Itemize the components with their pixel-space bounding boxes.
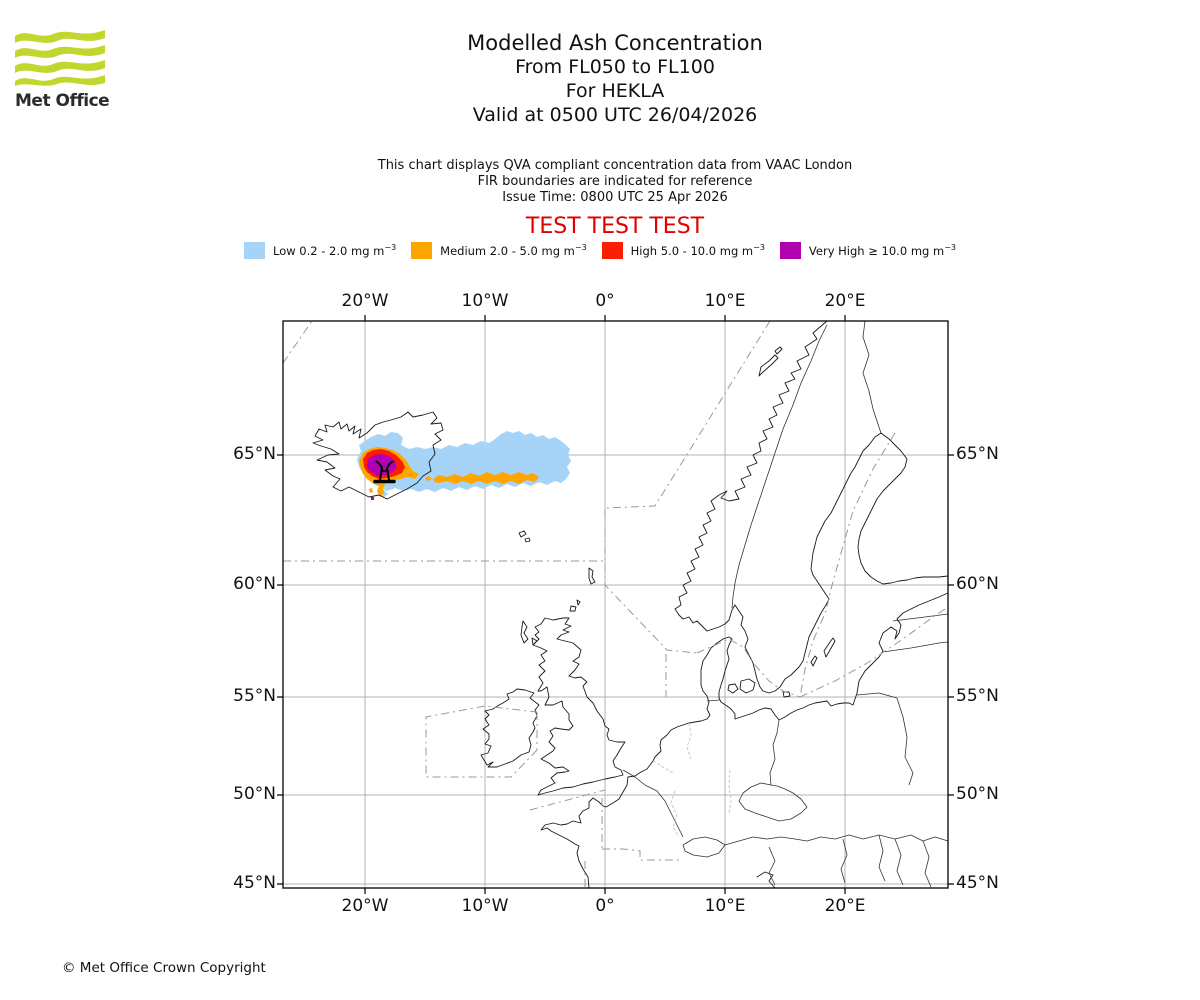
- ash-dispersion-map: [277, 315, 954, 894]
- lon-label-bottom: 0°: [595, 896, 615, 916]
- lon-label-bottom: 20°E: [824, 896, 866, 916]
- lat-label-right: 55°N: [956, 686, 999, 706]
- notes-block: This chart displays QVA compliant concen…: [30, 158, 1200, 206]
- concentration-legend: Low 0.2 - 2.0 mg m−3 Medium 2.0 - 5.0 mg…: [244, 242, 956, 259]
- test-banner-text: TEST TEST TEST: [525, 214, 705, 239]
- qva-note: This chart displays QVA compliant concen…: [377, 158, 853, 173]
- legend-label: High 5.0 - 10.0: [630, 243, 717, 258]
- plume-very-high-polygon: [367, 454, 397, 476]
- minor-border-layer: [652, 722, 732, 838]
- plume-medium-spot: [425, 476, 432, 481]
- test-banner: TEST TEST TEST: [30, 214, 1200, 239]
- lon-label-top: 20°W: [341, 291, 389, 311]
- plume-medium-speck: [369, 488, 373, 493]
- legend-item-high: High 5.0 - 10.0 mg m−3: [601, 242, 765, 259]
- lat-label-left: 60°N: [233, 574, 276, 594]
- legend-label: Very High ≥ 10.0: [808, 243, 908, 258]
- volcano-icon: [373, 460, 396, 484]
- lon-label-top: 10°E: [704, 291, 746, 311]
- lat-label-right: 65°N: [956, 444, 999, 464]
- legend-unit-exp: −3: [753, 243, 765, 253]
- lat-label-left: 50°N: [233, 784, 276, 804]
- issue-time: Issue Time: 0800 UTC 25 Apr 2026: [502, 190, 728, 205]
- met-office-waves-icon: [15, 30, 105, 86]
- legend-label: Low 0.2 - 2.0: [273, 243, 348, 258]
- legend-unit: mg m: [541, 243, 575, 258]
- lat-label-left: 45°N: [233, 873, 276, 893]
- volcano-subtitle: For HEKLA: [565, 80, 665, 102]
- legend-item-very-high: Very High ≥ 10.0 mg m−3: [779, 242, 956, 259]
- legend-unit: mg m: [351, 243, 385, 258]
- plume-medium-tail-polygon: [433, 472, 539, 484]
- high-swatch-icon: [601, 242, 623, 259]
- very-high-swatch-icon: [779, 242, 801, 259]
- met-office-logo: Met Office: [15, 26, 115, 111]
- ash-plume-layer: [357, 431, 571, 500]
- country-border-layer: [622, 320, 949, 888]
- lat-label-right: 45°N: [956, 873, 999, 893]
- lat-label-left: 55°N: [233, 686, 276, 706]
- axis-ticks: [277, 315, 954, 894]
- title-block: Modelled Ash Concentration From FL050 to…: [30, 30, 1200, 128]
- graticule-grid: [283, 321, 948, 888]
- coastline-layer: [312, 320, 949, 889]
- legend-unit-exp: −3: [944, 243, 956, 253]
- flight-level-subtitle: From FL050 to FL100: [515, 56, 715, 79]
- copyright-text: © Met Office Crown Copyright: [62, 960, 266, 976]
- legend-unit-exp: −3: [384, 243, 397, 253]
- lon-label-bottom: 10°E: [704, 896, 746, 916]
- valid-time-subtitle: Valid at 0500 UTC 26/04/2026: [472, 103, 758, 126]
- page-title: Modelled Ash Concentration: [467, 31, 763, 55]
- legend-unit: mg m: [719, 243, 754, 258]
- map-frame: [277, 315, 954, 894]
- low-swatch-icon: [244, 242, 265, 259]
- lon-label-bottom: 10°W: [461, 896, 509, 916]
- plume-very-high-spot: [371, 497, 374, 500]
- lat-label-right: 60°N: [956, 574, 999, 594]
- lon-label-top: 10°W: [461, 291, 509, 311]
- lon-label-top: 0°: [595, 291, 615, 311]
- lat-label-right: 50°N: [956, 784, 999, 804]
- legend-label: Medium 2.0 - 5.0: [440, 243, 538, 258]
- legend-item-low: Low 0.2 - 2.0 mg m−3: [244, 242, 396, 259]
- lon-label-top: 20°E: [824, 291, 866, 311]
- legend-item-medium: Medium 2.0 - 5.0 mg m−3: [411, 242, 587, 259]
- legend-unit: mg m: [910, 243, 945, 258]
- fir-boundary-layer: [282, 320, 949, 888]
- legend-unit-exp: −3: [574, 243, 587, 253]
- medium-swatch-icon: [411, 242, 433, 259]
- lon-label-bottom: 20°W: [341, 896, 389, 916]
- fir-note: FIR boundaries are indicated for referen…: [477, 174, 753, 189]
- met-office-brand-text: Met Office: [15, 91, 110, 111]
- lat-label-left: 65°N: [233, 444, 276, 464]
